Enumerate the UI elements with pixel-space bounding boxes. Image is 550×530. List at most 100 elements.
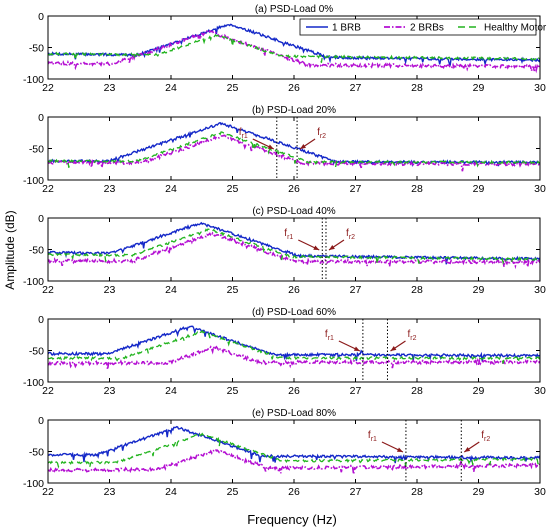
panel-3: (c) PSD-Load 40% fr1 fr2 22 23 24 25 26 27 28 29 30… [23,206,546,296]
legend-entry: 1 BRB [332,23,361,34]
y-tick-label: -100 [23,74,44,86]
legend-box [299,18,537,36]
x-tick-label: 28 [411,82,423,94]
x-tick-label: 29 [473,183,485,195]
x-tick-label: 22 [42,385,54,397]
marker-label: fr1 [368,430,377,443]
x-tick-label: 26 [288,82,300,94]
x-tick-label: 24 [165,385,177,397]
panel-title: (e) PSD-Load 80% [252,408,336,419]
panel-title: (c) PSD-Load 40% [252,206,335,217]
y-tick-label: -50 [29,144,44,156]
marker-label: fr1 [239,127,248,140]
x-tick-label: 26 [288,183,300,195]
panel-title: (b) PSD-Load 20% [252,105,336,116]
x-tick-label: 25 [227,183,239,195]
x-tick-label: 22 [42,284,54,296]
legend-entry: 2 BRBs [410,23,444,34]
y-tick-label: -50 [29,447,44,459]
x-tick-label: 30 [534,183,546,195]
series-line [48,432,540,469]
x-tick-label: 27 [350,183,362,195]
x-tick-label: 28 [411,183,423,195]
legend-entry: Healthy Motor [484,23,547,34]
x-tick-label: 30 [534,385,546,397]
panel-2: (b) PSD-Load 20% fr1 fr2 22 23 24 25 26 27 28 29 30… [23,105,546,195]
marker-arrowhead [313,245,320,250]
x-tick-label: 30 [534,284,546,296]
y-tick-label: 0 [38,112,44,124]
panel-5: (e) PSD-Load 80% fr1 fr2 22 23 24 25 26 27 28 29 30… [23,408,546,498]
marker-arrowhead [353,346,360,351]
series-line [48,425,540,464]
marker-label: fr2 [481,430,490,443]
series-line [48,29,540,74]
x-tick-label: 25 [227,385,239,397]
series-line [48,343,540,370]
x-tick-label: 28 [411,284,423,296]
marker-arrowhead [390,345,397,351]
x-tick-label: 23 [104,284,116,296]
x-tick-label: 25 [227,82,239,94]
y-tick-label: -100 [23,377,44,389]
x-tick-label: 27 [350,82,362,94]
marker-label: fr1 [284,228,293,241]
x-tick-label: 22 [42,486,54,498]
x-tick-label: 29 [473,284,485,296]
x-tick-label: 23 [104,82,116,94]
marker-label: fr2 [407,329,416,342]
x-axis-label: Frequency (Hz) [247,512,337,527]
series-group [48,425,540,475]
marker-label: fr2 [346,228,355,241]
series-group [48,221,540,270]
series-group [48,23,540,74]
y-tick-label: -100 [23,276,44,288]
panel-title: (a) PSD-Load 0% [255,4,333,15]
x-tick-label: 24 [165,183,177,195]
panel-1: (a) PSD-Load 0% 22 23 24 25 26 27 28 29 30 0 -50 -10… [23,4,547,94]
x-tick-label: 30 [534,82,546,94]
series-line [48,447,540,475]
marker-arrowhead [328,244,335,250]
series-line [48,131,540,168]
x-tick-label: 29 [473,486,485,498]
y-tick-label: -100 [23,478,44,490]
y-tick-label: 0 [38,213,44,225]
marker-label: fr1 [325,329,334,342]
x-tick-label: 28 [411,486,423,498]
series-line [48,329,540,364]
marker-arrowhead [396,447,403,452]
panel-4: (d) PSD-Load 60% fr1 fr2 22 23 24 25 26 27 28 29 30… [23,307,546,397]
panel-title: (d) PSD-Load 60% [252,307,336,318]
y-tick-label: 0 [38,11,44,23]
marker-arrowhead [464,446,471,452]
x-tick-label: 28 [411,385,423,397]
series-group [48,122,540,172]
marker-label: fr2 [317,127,326,140]
series-line [48,122,540,168]
series-line [48,134,540,172]
x-tick-label: 23 [104,385,116,397]
x-tick-label: 25 [227,486,239,498]
x-tick-label: 27 [350,284,362,296]
x-tick-label: 26 [288,284,300,296]
x-tick-label: 30 [534,486,546,498]
y-axis-label: Amplitude (dB) [3,210,17,289]
marker-arrowhead [267,144,274,149]
plot-frame [47,318,541,383]
x-tick-label: 25 [227,284,239,296]
y-tick-label: 0 [38,314,44,326]
series-line [48,23,540,67]
series-group [48,325,540,370]
y-tick-label: 0 [38,415,44,427]
series-line [48,231,540,270]
x-tick-label: 29 [473,385,485,397]
x-tick-label: 23 [104,183,116,195]
x-tick-label: 26 [288,385,300,397]
marker-arrowhead [300,143,306,149]
legend: 1 BRB 2 BRBs Healthy Motor [299,18,547,36]
x-tick-label: 24 [165,82,177,94]
x-tick-label: 29 [473,82,485,94]
y-tick-label: -50 [29,43,44,55]
